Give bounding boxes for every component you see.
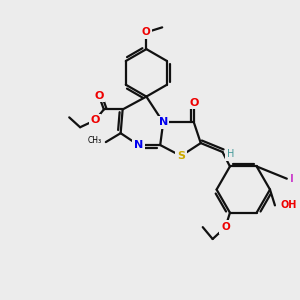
Text: N: N [134, 140, 143, 150]
Text: O: O [94, 91, 104, 100]
Text: H: H [227, 149, 234, 159]
Text: CH₃: CH₃ [88, 136, 102, 145]
Text: O: O [142, 27, 151, 37]
Text: OH: OH [281, 200, 297, 210]
Text: S: S [177, 151, 185, 161]
Text: O: O [189, 98, 199, 107]
Text: O: O [221, 222, 230, 232]
Text: N: N [159, 117, 168, 127]
Text: I: I [290, 174, 294, 184]
Text: O: O [90, 115, 100, 125]
